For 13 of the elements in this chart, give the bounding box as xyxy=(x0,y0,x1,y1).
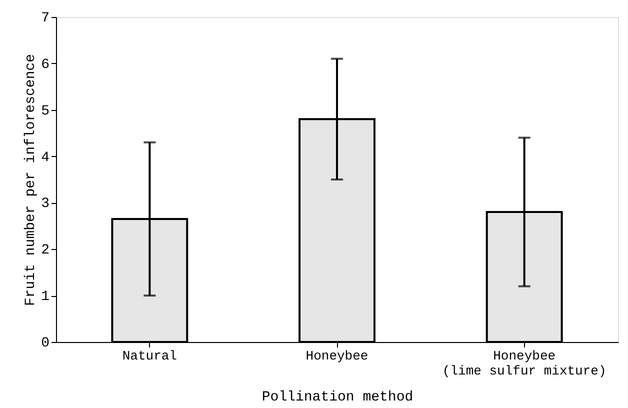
y-axis-title: Fruit number per inflorescence xyxy=(23,54,40,306)
y-tick-label: 1 xyxy=(41,289,50,306)
y-tick-label: 0 xyxy=(41,336,50,352)
x-tick-label: Natural xyxy=(122,348,178,364)
y-tick-label: 2 xyxy=(41,242,50,259)
y-tick-label: 4 xyxy=(41,150,50,166)
y-tick-label: 3 xyxy=(41,196,50,212)
y-tick-label: 7 xyxy=(41,10,50,26)
x-axis-title: Pollination method xyxy=(262,390,414,406)
y-tick-label: 5 xyxy=(41,103,50,120)
y-tick-label: 6 xyxy=(41,56,50,73)
x-tick-label: Honeybee (lime sulfur mixture) xyxy=(442,348,606,378)
x-tick-label: Honeybee xyxy=(306,348,368,364)
